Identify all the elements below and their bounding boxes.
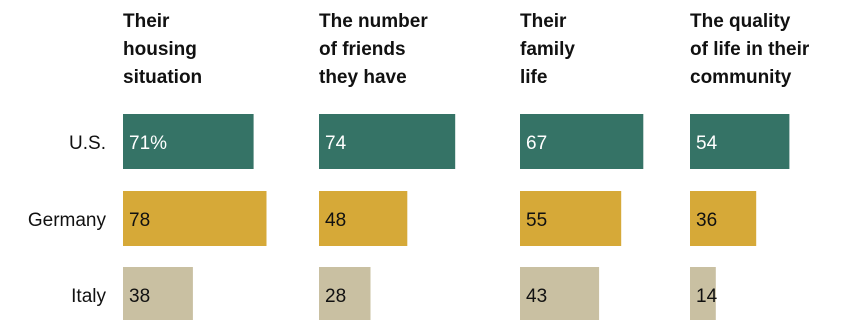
data-label: 67: [526, 133, 547, 154]
panel-title-line: Their: [123, 11, 170, 32]
bar: [520, 267, 600, 320]
panel-title-line: The quality: [690, 11, 791, 32]
data-label: 54: [696, 133, 718, 154]
data-label: 78: [129, 210, 150, 231]
data-label: 43: [526, 286, 547, 307]
panel-title-line: they have: [319, 67, 407, 88]
bar: [123, 267, 193, 320]
data-label: 55: [526, 210, 547, 231]
data-label: 48: [325, 210, 346, 231]
data-label: 38: [129, 286, 150, 307]
bar: [690, 267, 716, 320]
panel-title-line: family: [520, 39, 575, 60]
panel-title-line: of friends: [319, 39, 406, 60]
panel-title-line: situation: [123, 67, 202, 88]
bar: [319, 267, 371, 320]
panel-title-line: life: [520, 67, 547, 88]
panel-title-line: housing: [123, 39, 197, 60]
bar: [520, 191, 622, 246]
bar: [123, 191, 267, 246]
panel-title-line: community: [690, 67, 792, 88]
bar: [319, 114, 456, 169]
bar: [520, 114, 644, 169]
panel-title-line: Their: [520, 11, 567, 32]
data-label: 71%: [129, 133, 167, 154]
panel-title-line: The number: [319, 11, 428, 32]
data-label: 36: [696, 210, 717, 231]
data-label: 14: [696, 286, 718, 307]
data-label: 74: [325, 133, 347, 154]
data-label: 28: [325, 286, 346, 307]
country-label: Germany: [28, 210, 107, 231]
country-label: Italy: [71, 286, 106, 307]
country-label: U.S.: [69, 133, 106, 154]
panel-title-line: of life in their: [690, 39, 810, 60]
bar: [319, 191, 408, 246]
bar: [690, 114, 790, 169]
bar: [690, 191, 757, 246]
bar: [123, 114, 254, 169]
